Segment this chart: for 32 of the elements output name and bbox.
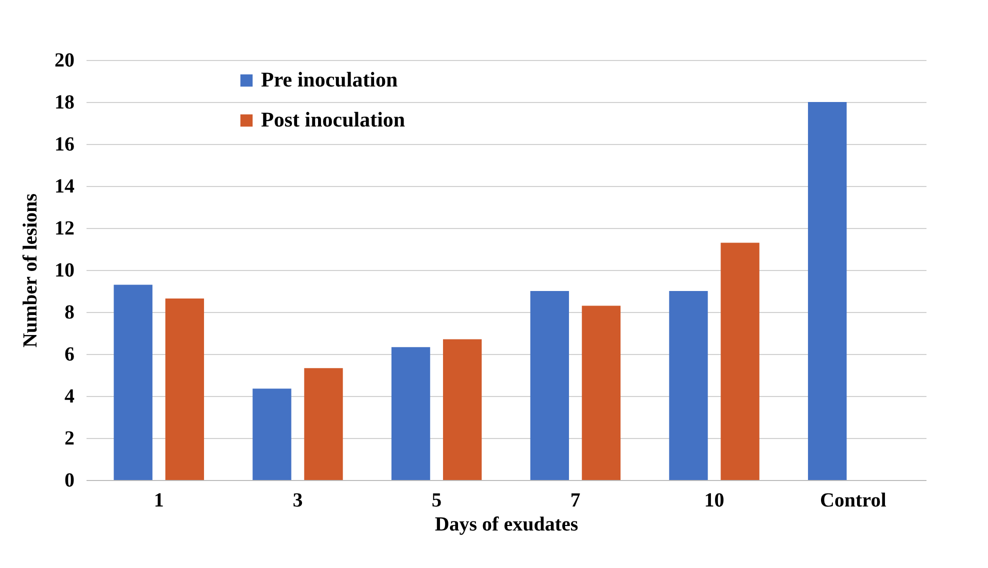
bar (165, 298, 204, 480)
bar (582, 306, 621, 480)
bar (808, 102, 847, 480)
bar (252, 388, 292, 480)
x-tick-label: 3 (292, 490, 303, 512)
y-tick-label: 16 (54, 134, 74, 156)
bar (391, 347, 430, 480)
y-axis-title: Number of lesions (20, 193, 42, 348)
x-tick-label: 5 (432, 490, 442, 512)
y-tick-label: 2 (64, 428, 74, 450)
y-tick-label: 14 (54, 176, 74, 198)
bar (720, 242, 760, 480)
x-tick-label: 10 (704, 490, 724, 512)
x-tick-label: 1 (154, 490, 164, 512)
bar (669, 291, 708, 480)
y-tick-label: 20 (54, 50, 74, 72)
bar (304, 368, 343, 480)
x-axis-title: Days of exudates (434, 514, 578, 536)
y-tick-label: 8 (64, 302, 74, 324)
y-tick-label: 6 (64, 344, 74, 366)
x-tick-label: 7 (570, 490, 580, 512)
y-tick-label: 10 (54, 260, 74, 282)
legend-label: Pre inoculation (261, 68, 398, 92)
y-tick-label: 4 (64, 386, 74, 408)
legend-label: Post inoculation (261, 108, 406, 132)
bar (114, 284, 152, 480)
bar (443, 339, 482, 480)
y-tick-label: 12 (54, 218, 74, 240)
x-tick-label: Control (820, 490, 887, 512)
y-tick-label: 18 (54, 92, 74, 114)
bar (530, 291, 569, 480)
y-tick-label: 0 (64, 470, 74, 492)
